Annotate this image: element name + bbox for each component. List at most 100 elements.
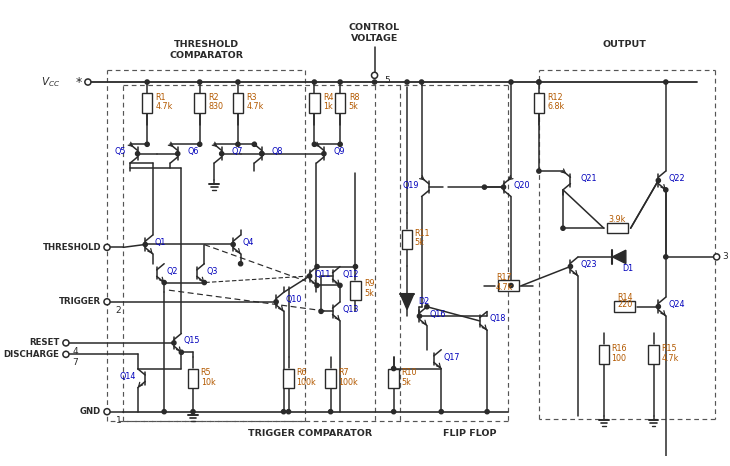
Circle shape — [253, 142, 256, 146]
Circle shape — [420, 80, 423, 84]
Text: Q22: Q22 — [668, 174, 685, 183]
Text: 100k: 100k — [338, 377, 358, 387]
Text: R10: R10 — [402, 368, 417, 377]
Bar — [326, 369, 336, 388]
Circle shape — [391, 366, 396, 370]
Circle shape — [569, 264, 572, 268]
Circle shape — [307, 274, 312, 278]
Text: 6.8k: 6.8k — [548, 103, 565, 111]
Text: Q17: Q17 — [444, 353, 460, 362]
Circle shape — [63, 340, 69, 346]
Text: 100: 100 — [612, 354, 626, 363]
Text: 5: 5 — [384, 75, 390, 85]
Text: 5k: 5k — [402, 377, 411, 387]
Circle shape — [353, 265, 358, 269]
Text: 10k: 10k — [201, 377, 215, 387]
Text: R1: R1 — [155, 93, 166, 102]
Circle shape — [191, 410, 195, 414]
Circle shape — [162, 281, 166, 285]
Circle shape — [656, 304, 661, 308]
Text: Q16: Q16 — [429, 310, 445, 319]
Bar — [615, 302, 635, 312]
Text: 4.7k: 4.7k — [661, 354, 679, 363]
Text: D1: D1 — [622, 264, 633, 273]
Text: Q18: Q18 — [489, 315, 506, 323]
Text: 4: 4 — [73, 347, 78, 356]
Text: 4.7k: 4.7k — [155, 103, 173, 111]
Circle shape — [315, 283, 319, 288]
Text: Q15: Q15 — [184, 336, 200, 345]
Text: 5k: 5k — [415, 238, 425, 247]
Circle shape — [425, 305, 429, 309]
Bar — [309, 94, 320, 113]
Text: Q23: Q23 — [580, 260, 596, 269]
Bar — [607, 223, 628, 233]
Text: OUTPUT: OUTPUT — [603, 40, 647, 49]
Text: R4: R4 — [323, 93, 334, 102]
Text: Q5: Q5 — [115, 147, 126, 156]
Text: 4.7k: 4.7k — [496, 283, 513, 292]
Circle shape — [104, 299, 110, 305]
Text: GND: GND — [80, 407, 101, 416]
Circle shape — [239, 261, 242, 266]
Circle shape — [220, 151, 224, 156]
Text: Q14: Q14 — [119, 372, 136, 381]
Text: Q19: Q19 — [403, 181, 419, 190]
Text: R7: R7 — [338, 368, 349, 377]
Circle shape — [537, 80, 541, 84]
Circle shape — [485, 410, 489, 414]
Polygon shape — [400, 294, 414, 309]
Text: R12: R12 — [548, 93, 563, 102]
Circle shape — [338, 283, 342, 288]
Text: R8: R8 — [349, 93, 359, 102]
Circle shape — [180, 350, 183, 354]
Circle shape — [136, 151, 139, 156]
Text: 5k: 5k — [364, 289, 374, 298]
Polygon shape — [612, 250, 626, 264]
Circle shape — [537, 169, 541, 173]
Text: D2: D2 — [418, 297, 430, 306]
Circle shape — [312, 80, 317, 84]
Bar — [194, 94, 205, 113]
Text: R11: R11 — [415, 228, 430, 238]
Circle shape — [274, 300, 278, 304]
Bar — [648, 345, 658, 364]
Circle shape — [372, 80, 377, 84]
Bar — [534, 94, 544, 113]
Text: Q12: Q12 — [342, 270, 358, 279]
Circle shape — [664, 255, 668, 259]
Text: $V_{CC}$: $V_{CC}$ — [41, 75, 60, 89]
Circle shape — [664, 80, 668, 84]
Bar — [233, 94, 243, 113]
Text: Q9: Q9 — [334, 147, 345, 156]
Text: R3: R3 — [247, 93, 257, 102]
Text: RESET: RESET — [29, 338, 59, 347]
Circle shape — [664, 188, 668, 192]
Circle shape — [198, 142, 201, 146]
Text: 3: 3 — [723, 253, 728, 261]
Text: VOLTAGE: VOLTAGE — [351, 34, 399, 42]
Circle shape — [260, 151, 264, 156]
Bar — [188, 369, 199, 388]
Text: Q4: Q4 — [243, 238, 254, 247]
Circle shape — [656, 178, 661, 183]
Text: 220: 220 — [618, 300, 632, 309]
Bar — [599, 345, 609, 364]
Text: Q11: Q11 — [315, 270, 331, 279]
Circle shape — [63, 351, 69, 357]
Text: Q2: Q2 — [166, 267, 178, 276]
Text: R17: R17 — [496, 274, 512, 282]
Text: CONTROL: CONTROL — [349, 23, 400, 32]
Circle shape — [236, 142, 240, 146]
Text: Q10: Q10 — [286, 295, 302, 304]
Text: Q7: Q7 — [231, 147, 243, 156]
Circle shape — [104, 409, 110, 415]
Bar — [283, 369, 293, 388]
Text: TRIGGER: TRIGGER — [59, 297, 101, 306]
Text: TRIGGER COMPARATOR: TRIGGER COMPARATOR — [247, 429, 372, 438]
Circle shape — [405, 80, 409, 84]
Text: Q13: Q13 — [342, 305, 358, 314]
Circle shape — [319, 309, 323, 314]
Circle shape — [312, 142, 317, 146]
Circle shape — [561, 226, 565, 230]
